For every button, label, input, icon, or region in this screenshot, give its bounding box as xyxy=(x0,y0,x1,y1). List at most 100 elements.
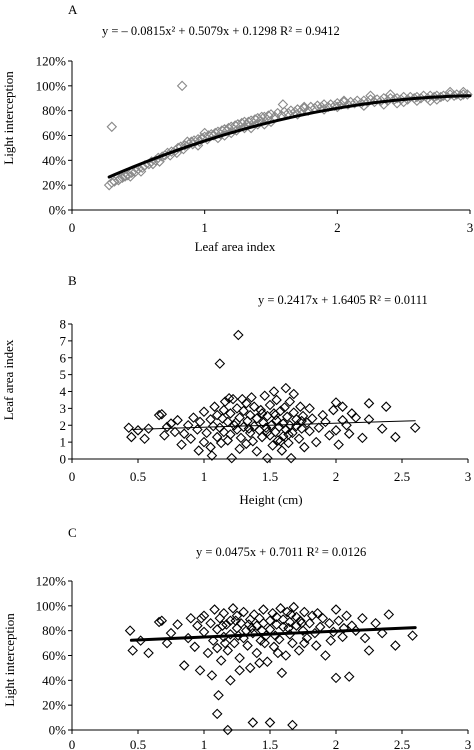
panel-b-data-point xyxy=(260,422,272,434)
panel-a: A y = – 0.0815x² + 0.5079x + 0.1298 R² =… xyxy=(1,2,473,254)
panel-b-data-point xyxy=(262,452,273,464)
panel-a-label: A xyxy=(68,2,78,17)
panel-c-data-point xyxy=(185,612,197,624)
panel-c-data-point xyxy=(357,612,368,624)
panel-b-y-tick-label: 2 xyxy=(60,418,67,433)
panel-b-data-point xyxy=(277,430,289,442)
panel-c-data-point xyxy=(194,665,206,676)
panel-c-data-point xyxy=(287,719,298,731)
panel-a-y-tick-label: 40% xyxy=(42,153,66,168)
panel-b-data-point xyxy=(255,404,267,416)
panel-b-data-point xyxy=(324,430,335,441)
panel-c-data-point xyxy=(153,616,165,628)
panel-b-data-point xyxy=(143,423,154,434)
panel-c-data-point xyxy=(192,620,203,631)
panel-c-y-tick-label: 60% xyxy=(42,648,66,663)
panel-b-data-point xyxy=(357,432,368,444)
panel-b-data-point xyxy=(264,399,276,411)
panel-c-y-tick-label: 40% xyxy=(42,673,66,688)
panel-c-data-point xyxy=(222,645,234,656)
panel-c-data-point xyxy=(272,647,284,659)
panel-a-data-point xyxy=(126,167,137,179)
panel-c-data-point xyxy=(124,625,136,636)
panel-a-data-point xyxy=(106,121,118,133)
panel-b-data-point xyxy=(296,423,307,434)
panel-c-data-point xyxy=(259,637,270,649)
panel-b-data-point xyxy=(211,431,223,443)
panel-b-data-point xyxy=(169,426,181,438)
panel-b-data-point xyxy=(285,452,297,464)
panel-c-data-point xyxy=(324,617,335,629)
panel-b-data-point xyxy=(363,414,375,425)
panel-b-y-tick-label: 3 xyxy=(60,401,67,416)
panel-c-data-point xyxy=(337,631,348,643)
panel-b-data-point xyxy=(268,386,280,397)
panel-a-y-tick-label: 100% xyxy=(36,78,67,93)
panel-c-data-point xyxy=(304,617,315,629)
panel-a-data-point xyxy=(215,128,226,140)
panel-c-data-point xyxy=(296,617,307,629)
panel-c-trendline xyxy=(129,626,417,642)
panel-c-data-point xyxy=(218,608,230,619)
panel-c-data-point xyxy=(287,637,298,649)
panel-b-data-point xyxy=(337,401,348,412)
panel-b-data-point xyxy=(139,433,150,445)
panel-a-equation: y = – 0.0815x² + 0.5079x + 0.1298 R² = 0… xyxy=(102,24,340,38)
panel-b-data-point xyxy=(159,430,170,441)
panel-a-y-axis-title: Light interception xyxy=(1,71,16,165)
panel-c-data-point xyxy=(288,601,300,613)
panel-c-data-point xyxy=(363,645,375,656)
panel-a-data-point xyxy=(137,162,148,174)
panel-b-data-point xyxy=(214,358,226,369)
panel-c-x-tick-label: 2 xyxy=(333,737,340,750)
panel-c-data-point xyxy=(156,615,168,627)
panel-c-x-tick-label: 0.5 xyxy=(130,737,146,750)
panel-c-data-point xyxy=(317,612,329,624)
panel-c-data-point xyxy=(244,614,256,625)
panel-c-data-point xyxy=(222,724,234,736)
panel-b-data-point xyxy=(283,437,294,449)
panel-c-data-point xyxy=(343,671,355,682)
panel-b-data-point xyxy=(219,396,231,407)
panel-a-data-point xyxy=(277,99,289,110)
panel-b-y-tick-label: 1 xyxy=(60,435,67,450)
panel-b-data-point xyxy=(280,382,292,394)
panel-a-data-point xyxy=(239,122,250,134)
panel-a-data-point xyxy=(125,171,136,182)
panel-c-data-point xyxy=(221,619,232,630)
panel-c-data-point xyxy=(165,627,177,639)
panel-a-x-tick-label: 0 xyxy=(69,220,76,235)
panel-c-data-point xyxy=(202,647,214,659)
panel-b-data-point xyxy=(343,428,355,439)
panel-a-data-point xyxy=(122,169,133,181)
panel-b-data-point xyxy=(233,329,244,341)
panel-b-data-point xyxy=(270,409,281,421)
panel-b-data-point xyxy=(276,445,288,456)
panel-c-data-point xyxy=(312,608,323,619)
panel-b-data-point xyxy=(304,425,315,437)
panel-c-data-point xyxy=(276,667,288,679)
panel-a-y-tick-label: 0% xyxy=(49,203,67,218)
panel-b-x-tick-label: 2.5 xyxy=(394,469,410,484)
panel-b-data-point xyxy=(237,393,248,405)
panel-a-data-point xyxy=(462,89,473,100)
panel-c-y-axis-title: Light interception xyxy=(2,613,17,707)
panel-a-data-point xyxy=(154,156,165,167)
panel-c-data-point xyxy=(209,604,220,615)
panel-b-data-point xyxy=(248,401,260,412)
panel-a-data-point xyxy=(455,90,466,102)
panel-c-data-point xyxy=(227,603,239,614)
panel-c-data-point xyxy=(243,619,255,630)
panel-b-data-point xyxy=(207,420,219,432)
panel-c: C y = 0.0475x + 0.7011 R² = 0.0126 Light… xyxy=(2,525,471,750)
panel-a-data-point xyxy=(252,119,264,130)
panel-b-data-point xyxy=(304,403,315,414)
panel-b-x-tick-label: 1.5 xyxy=(262,469,278,484)
panel-b-data-point xyxy=(247,436,259,447)
panel-c-data-point xyxy=(271,611,282,623)
panel-b-data-point xyxy=(295,401,306,412)
panel-b-data-point xyxy=(313,422,325,434)
panel-a-y-tick-label: 120% xyxy=(36,54,67,69)
panel-c-data-point xyxy=(264,717,276,728)
panel-b-data-point xyxy=(229,419,240,431)
